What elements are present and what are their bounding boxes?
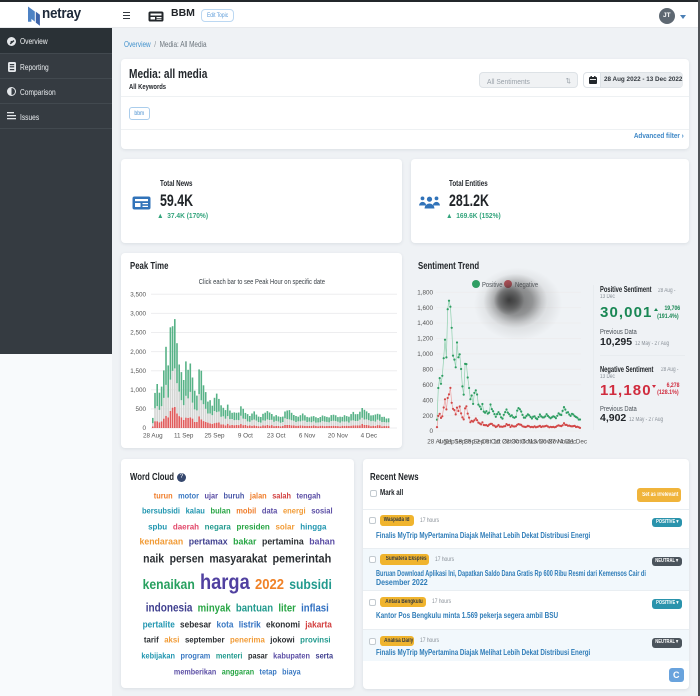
svg-text:18 Sep: 18 Sep [455,439,475,446]
svg-text:25 Sep: 25 Sep [464,439,484,446]
svg-text:11 Dec: 11 Dec [568,439,587,446]
svg-text:23 Oct: 23 Oct [267,433,286,440]
svg-text:1,500: 1,500 [130,368,146,375]
svg-text:23 Oct: 23 Oct [503,439,522,446]
svg-text:3,000: 3,000 [130,311,146,318]
svg-text:1,800: 1,800 [417,289,433,296]
svg-text:1,600: 1,600 [417,305,433,312]
svg-text:16 Oct: 16 Oct [493,439,512,446]
svg-text:11 Sep: 11 Sep [446,439,466,446]
svg-text:6 Nov: 6 Nov [299,433,316,440]
svg-text:20 Nov: 20 Nov [539,439,560,446]
svg-text:4 Dec: 4 Dec [361,433,377,440]
svg-text:1,000: 1,000 [130,387,146,394]
svg-text:0: 0 [429,428,433,435]
svg-text:2 Oct: 2 Oct [476,439,491,446]
svg-text:9 Oct: 9 Oct [238,433,253,440]
svg-text:20 Nov: 20 Nov [328,433,349,440]
svg-text:3,500: 3,500 [130,292,146,299]
svg-text:400: 400 [422,397,433,404]
svg-text:0: 0 [142,425,146,432]
svg-text:30 Oct: 30 Oct [512,439,531,446]
svg-text:1,400: 1,400 [417,320,433,327]
svg-text:500: 500 [135,406,146,413]
svg-text:11 Sep: 11 Sep [174,433,194,440]
svg-text:4 Dec: 4 Dec [560,439,576,446]
svg-text:28 Aug: 28 Aug [427,439,447,446]
svg-text:600: 600 [422,382,433,389]
svg-text:25 Sep: 25 Sep [205,433,225,440]
svg-text:27 Nov: 27 Nov [549,439,570,446]
svg-text:800: 800 [422,367,433,374]
svg-text:1,000: 1,000 [417,351,433,358]
svg-text:2,000: 2,000 [130,349,146,356]
svg-text:4 Sep: 4 Sep [438,439,455,446]
svg-text:6 Nov: 6 Nov [522,439,539,446]
svg-text:2,500: 2,500 [130,330,146,337]
svg-text:200: 200 [422,413,433,420]
svg-text:28 Aug: 28 Aug [143,433,163,440]
svg-text:13 Nov: 13 Nov [530,439,551,446]
svg-text:1,200: 1,200 [417,336,433,343]
svg-text:9 Oct: 9 Oct [486,439,501,446]
